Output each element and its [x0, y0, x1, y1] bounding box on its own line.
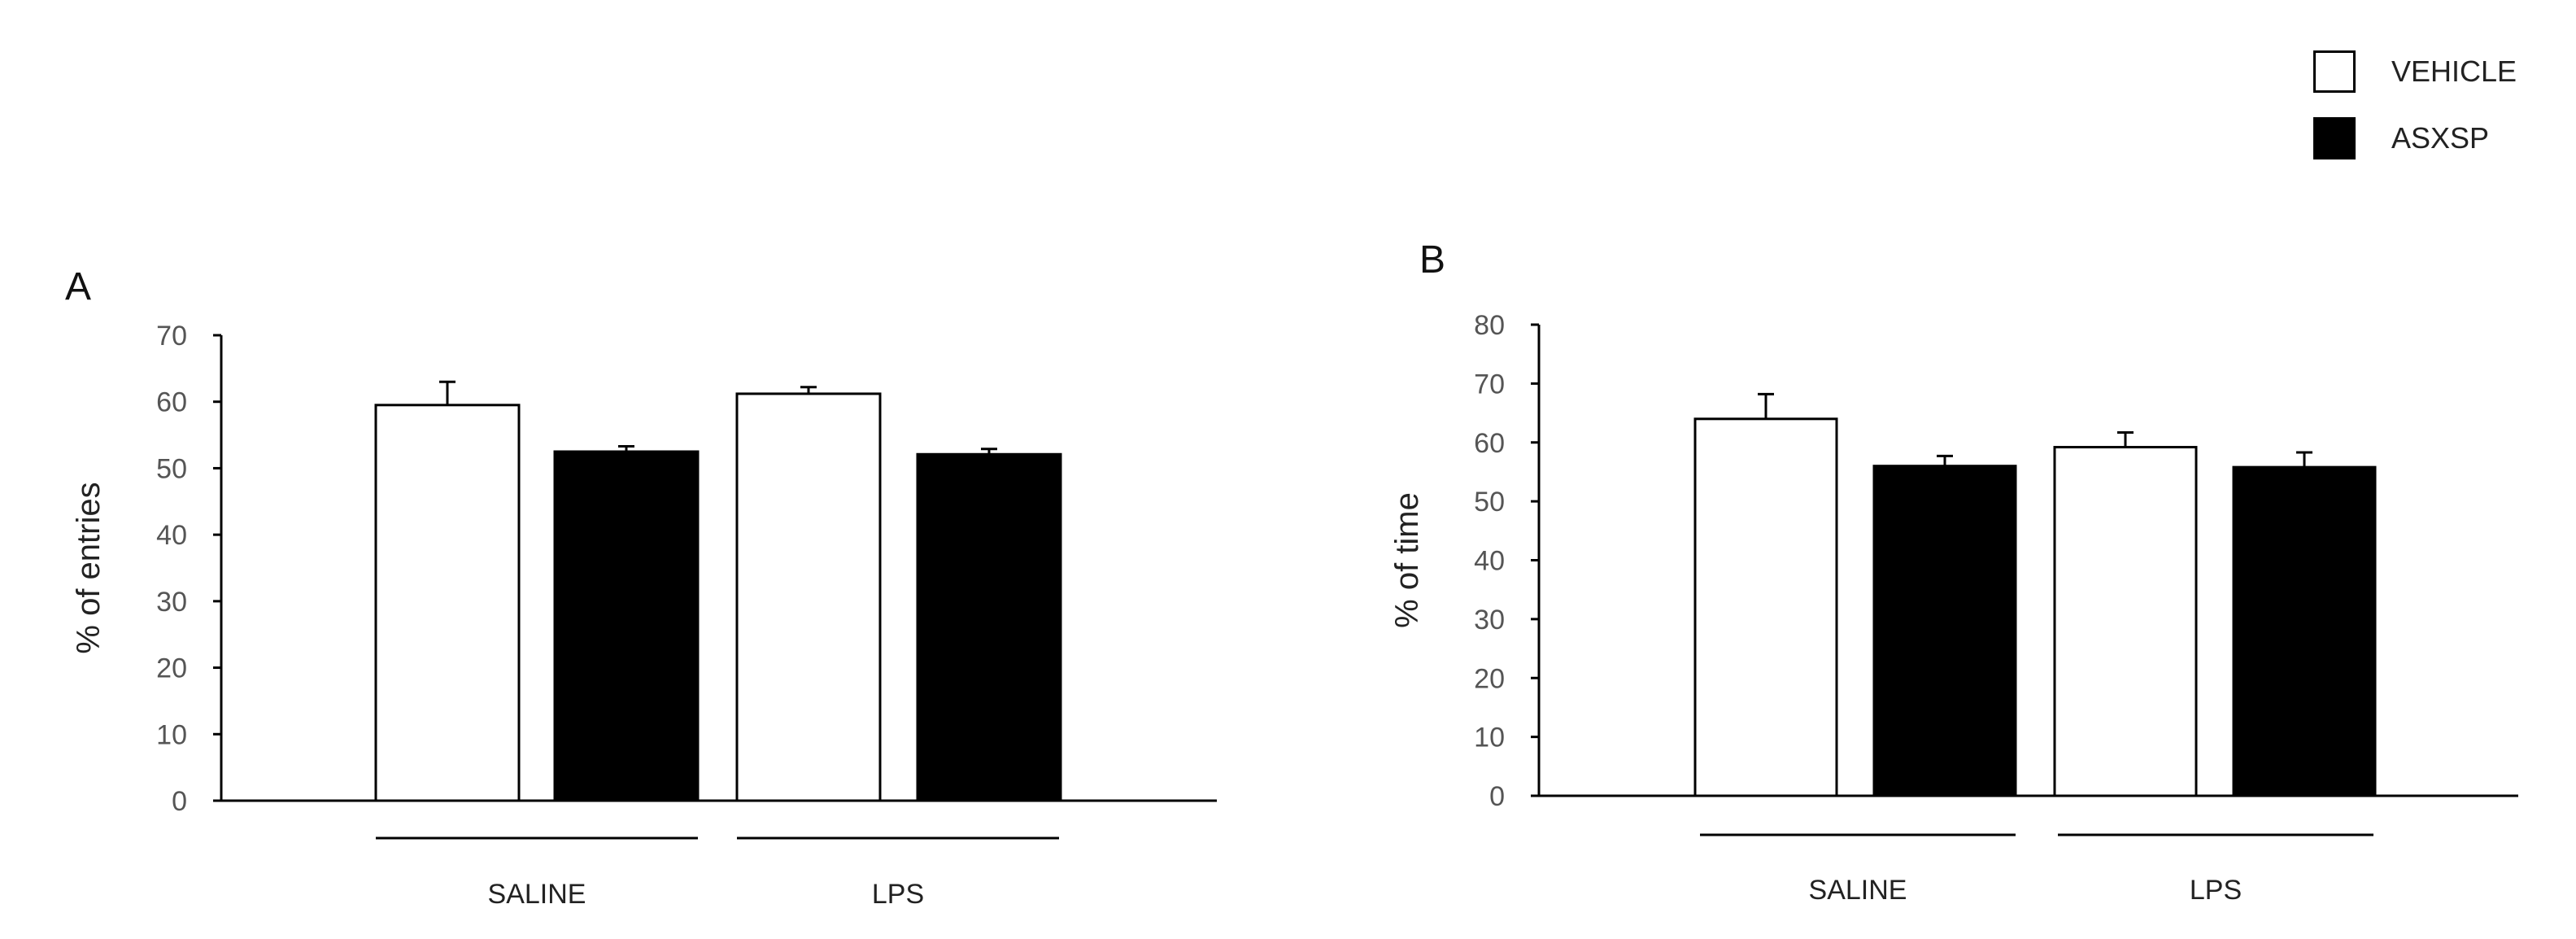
chart-a-y-tick-label: 30 [156, 587, 187, 618]
chart-a-y-tick-label: 50 [156, 453, 187, 484]
panel-label-a: A [65, 265, 92, 308]
chart-b-bar-vehicle-saline [1693, 417, 1838, 797]
legend: VEHICLE ASXSP [2313, 50, 2557, 173]
chart-b-time: 0 10 20 30 40 50 60 70 80 % of time SALINE LPS [1389, 310, 2518, 906]
chart-a-y-tick-label: 10 [156, 719, 187, 750]
chart-a-category-label: SALINE [488, 879, 586, 910]
chart-a-y-tick-label: 40 [156, 520, 187, 551]
chart-b-y-tick-label: 0 [1489, 781, 1505, 812]
chart-b-y-tick-label: 40 [1474, 546, 1505, 577]
panel-label-b: B [1419, 238, 1446, 282]
chart-b-bar-vehicle-lps [2053, 446, 2198, 797]
chart-b-category-label: SALINE [1809, 875, 1907, 906]
chart-b-y-tick-label: 20 [1474, 663, 1505, 694]
chart-a-bar-vehicle-lps [735, 392, 882, 802]
chart-a-y-tick-label: 0 [172, 786, 187, 817]
chart-a-y-tick-label: 20 [156, 653, 187, 684]
chart-a-y-tick-label: 60 [156, 387, 187, 418]
chart-b-bar-asxsp-lps [2232, 465, 2377, 797]
chart-b-y-tick-label: 50 [1474, 487, 1505, 518]
chart-b-y-tick-label: 80 [1474, 310, 1505, 341]
chart-a-bar-vehicle-saline [374, 404, 521, 802]
chart-b-category-label: LPS [2190, 875, 2242, 906]
legend-item-asxsp: ASXSP [2313, 117, 2489, 159]
chart-b-bar-asxsp-saline [1872, 465, 2017, 797]
chart-a-y-axis-label: % of entries [71, 482, 107, 653]
chart-b-y-tick-label: 70 [1474, 369, 1505, 400]
legend-label-asxsp: ASXSP [2391, 121, 2490, 155]
legend-label-vehicle: VEHICLE [2391, 55, 2517, 88]
legend-item-vehicle: VEHICLE [2313, 50, 2517, 93]
legend-swatch-vehicle [2313, 50, 2356, 93]
chart-a-y-tick-label: 70 [156, 321, 187, 352]
chart-b-y-axis-label: % of time [1389, 492, 1425, 628]
chart-a-category-label: LPS [872, 879, 924, 910]
legend-swatch-asxsp [2313, 117, 2356, 159]
chart-a-bar-asxsp-lps [916, 452, 1062, 802]
chart-a-entries: 0 10 20 30 40 50 60 70 % of entries SALINE LPS [71, 321, 1217, 910]
chart-a-bar-asxsp-saline [553, 450, 700, 802]
chart-b-y-tick-label: 10 [1474, 723, 1505, 753]
chart-b-y-tick-label: 60 [1474, 428, 1505, 459]
chart-b-y-tick-label: 30 [1474, 605, 1505, 635]
